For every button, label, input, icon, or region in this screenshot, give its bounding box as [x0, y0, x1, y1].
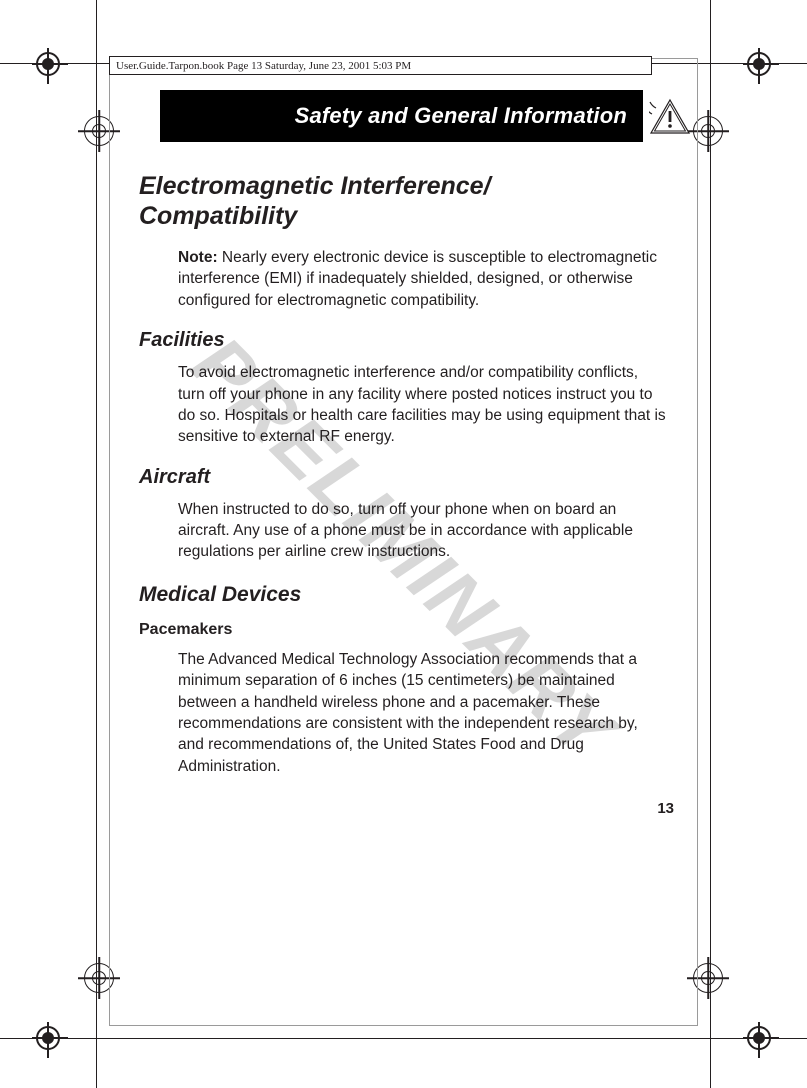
crop-mark-top-right — [747, 52, 771, 76]
trim-line-bottom — [0, 1038, 807, 1039]
heading-1-line2: Compatibility — [139, 202, 297, 230]
page-content: PRELIMINARY Safety and General Informati… — [130, 90, 677, 1006]
subheading-pacemakers: Pacemakers — [139, 621, 677, 639]
warning-icon — [649, 98, 691, 142]
para-facilities: To avoid electromagnetic interference an… — [178, 362, 667, 448]
heading-facilities: Facilities — [139, 329, 677, 352]
heading-medical: Medical Devices — [139, 583, 677, 607]
heading-1-line1: Electromagnetic Interference/ — [139, 172, 491, 200]
note-paragraph: Note: Nearly every electronic device is … — [178, 247, 667, 311]
page-number: 13 — [657, 800, 674, 817]
section-title-text: Safety and General Information — [295, 103, 627, 129]
note-label: Note: — [178, 249, 218, 266]
heading-1: Electromagnetic Interference/ Compatibil… — [139, 172, 677, 231]
crop-mark-top-left — [36, 52, 60, 76]
running-header-text: User.Guide.Tarpon.book Page 13 Saturday,… — [116, 60, 411, 72]
note-body: Nearly every electronic device is suscep… — [178, 249, 657, 309]
trim-line-left — [96, 0, 97, 1088]
section-title-bar: Safety and General Information — [160, 90, 643, 142]
heading-aircraft: Aircraft — [139, 466, 677, 489]
running-header: User.Guide.Tarpon.book Page 13 Saturday,… — [109, 56, 652, 75]
para-pacemakers: The Advanced Medical Technology Associat… — [178, 649, 667, 777]
para-aircraft: When instructed to do so, turn off your … — [178, 499, 667, 563]
trim-line-right — [710, 0, 711, 1088]
